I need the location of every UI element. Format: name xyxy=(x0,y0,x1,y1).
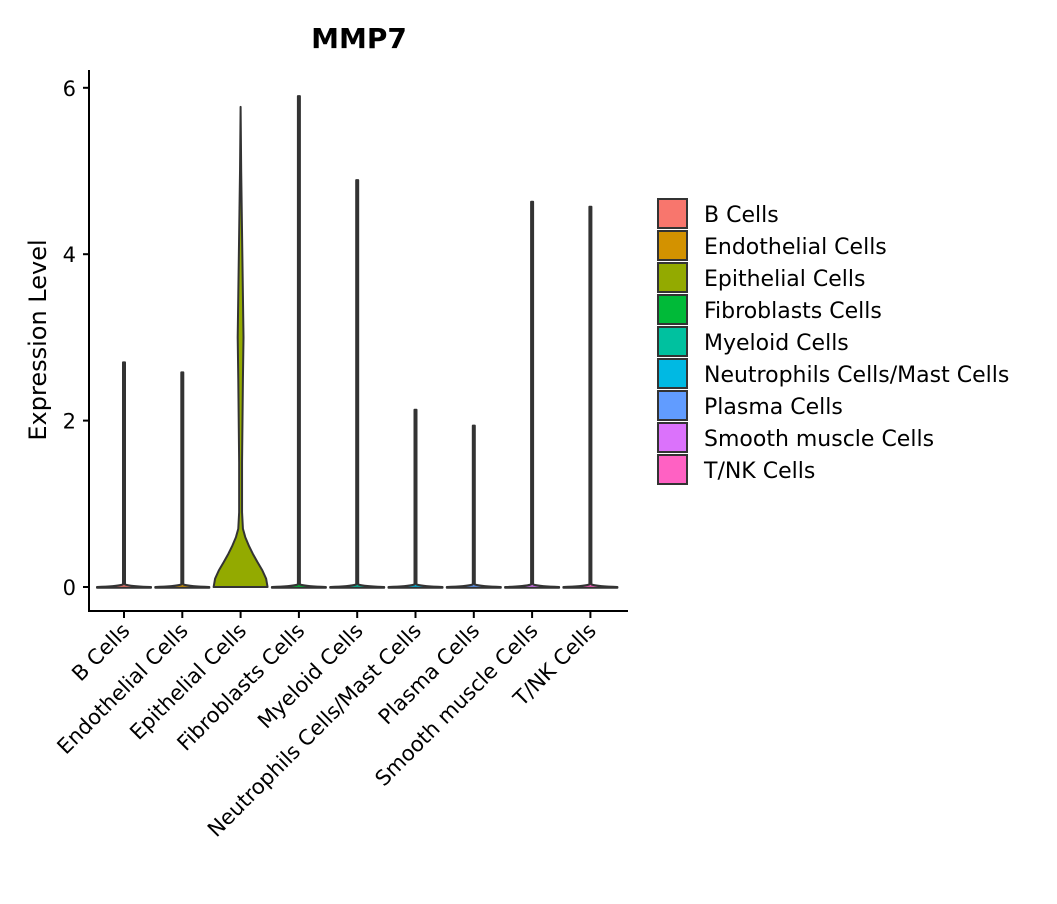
violin-plasma-cells xyxy=(445,424,502,589)
legend-label: Epithelial Cells xyxy=(704,267,865,292)
legend-key xyxy=(657,262,688,293)
legend-label: Fibroblasts Cells xyxy=(704,299,882,324)
violin-fibroblasts-cells xyxy=(270,95,327,589)
violin-endothelial-cells xyxy=(154,371,211,589)
violin-b-cells xyxy=(96,361,152,589)
violin-neutrophils-cells-mast-cells xyxy=(387,408,444,589)
chart-title: MMP7 xyxy=(311,22,407,55)
legend-label: Endothelial Cells xyxy=(704,235,887,260)
violin-epithelial-cells xyxy=(212,105,269,588)
legend: B Cells Endothelial Cells Epithelial Cells… xyxy=(657,198,1009,485)
y-tick-label: 6 xyxy=(63,77,76,101)
violins xyxy=(96,95,619,589)
legend-label: B Cells xyxy=(704,203,779,228)
legend-label: Myeloid Cells xyxy=(704,331,849,356)
x-tick-label: Plasma Cells xyxy=(374,619,485,730)
legend-label: Smooth muscle Cells xyxy=(704,427,934,452)
legend-key xyxy=(657,198,688,229)
legend-label: T/NK Cells xyxy=(703,459,815,484)
y-tick-label: 2 xyxy=(63,410,76,434)
legend-key xyxy=(657,294,688,325)
legend-key xyxy=(657,422,688,453)
x-tick-label: Neutrophils Cells/Mast Cells xyxy=(203,619,426,842)
violin-smooth-muscle-cells xyxy=(504,200,561,589)
legend-key xyxy=(657,454,688,485)
legend-label: Neutrophils Cells/Mast Cells xyxy=(704,363,1009,388)
legend-key xyxy=(657,390,688,421)
violin-t-nk-cells xyxy=(562,205,619,589)
legend-label: Plasma Cells xyxy=(704,395,843,420)
y-tick-label: 0 xyxy=(63,576,76,600)
violin-myeloid-cells xyxy=(329,179,386,589)
y-tick-label: 4 xyxy=(63,243,76,267)
y-ticks: 0 2 4 6 xyxy=(63,77,89,600)
legend-key xyxy=(657,230,688,261)
legend-key xyxy=(657,326,688,357)
legend-key xyxy=(657,358,688,389)
y-axis-label: Expression Level xyxy=(24,239,52,440)
